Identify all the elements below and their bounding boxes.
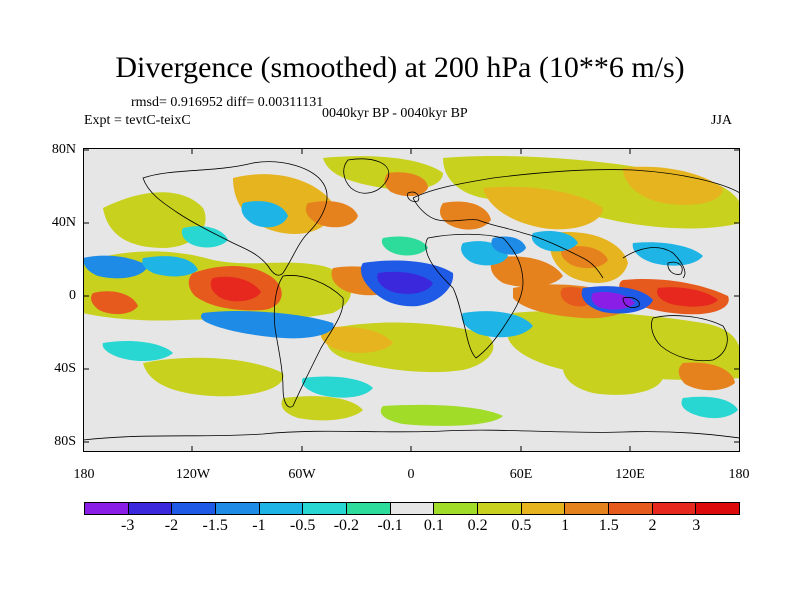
lon-label-180e: 180: [728, 467, 750, 482]
colorbar-swatch: [216, 503, 260, 514]
colorbar-level-label: -0.2: [333, 517, 360, 534]
colorbar-level-label: 1.5: [598, 517, 619, 534]
stats-label: rmsd= 0.916952 diff= 0.00311131: [131, 95, 324, 110]
lon-label-0: 0: [407, 467, 415, 482]
colorbar-level-label: 2: [648, 517, 657, 534]
lon-label-60w: 60W: [288, 467, 316, 482]
colorbar-level-label: -0.1: [377, 517, 403, 534]
colorbar-level-label: 1: [561, 517, 570, 534]
colorbar-level-label: 3: [692, 517, 701, 534]
contour-fills: [83, 156, 740, 426]
lon-label-120e: 120E: [615, 467, 645, 482]
map-ticks: [82, 148, 740, 452]
colorbar: [84, 502, 740, 515]
colorbar-level-label: -1: [252, 517, 266, 534]
lat-label-eq: 0: [69, 288, 76, 303]
colorbar-swatch: [434, 503, 479, 514]
colorbar-level-label: 0.1: [423, 517, 444, 534]
colorbar-swatch: [696, 503, 740, 514]
colorbar-swatch: [259, 503, 304, 514]
colorbar-swatch: [390, 503, 435, 514]
lat-label-80s: 80S: [54, 434, 76, 449]
coastlines: [82, 158, 741, 441]
colorbar-swatch: [521, 503, 566, 514]
colorbar-swatch: [303, 503, 348, 514]
map-title: Divergence (smoothed) at 200 hPa (10**6 …: [115, 51, 685, 84]
colorbar-level-label: -0.5: [289, 517, 316, 534]
period-label: 0040kyr BP - 0040kyr BP: [322, 106, 468, 121]
colorbar-swatch: [128, 503, 173, 514]
colorbar-level-label: 0.5: [511, 517, 532, 534]
colorbar-swatch: [172, 503, 217, 514]
lat-label-80n: 80N: [51, 142, 76, 157]
colorbar-swatch: [609, 503, 653, 514]
divergence-map: [82, 148, 741, 452]
colorbar-swatch: [652, 503, 697, 514]
season-label: JJA: [711, 113, 733, 128]
map-svg: [82, 148, 741, 452]
experiment-label: Expt = tevtC-teixC: [84, 113, 191, 128]
lon-label-60e: 60E: [509, 467, 533, 482]
colorbar-level-label: -2: [164, 517, 179, 534]
colorbar-level-label: -3: [121, 517, 135, 534]
lon-label-120w: 120W: [175, 467, 211, 482]
colorbar-swatch: [85, 503, 129, 514]
colorbar-swatch: [347, 503, 391, 514]
colorbar-swatch: [565, 503, 610, 514]
lat-label-40s: 40S: [54, 361, 76, 376]
colorbar-swatch: [478, 503, 522, 514]
colorbar-level-label: 0.2: [467, 517, 488, 534]
lon-label-180w: 180: [73, 467, 95, 482]
lat-label-40n: 40N: [51, 215, 76, 230]
colorbar-level-label: -1.5: [202, 517, 228, 534]
